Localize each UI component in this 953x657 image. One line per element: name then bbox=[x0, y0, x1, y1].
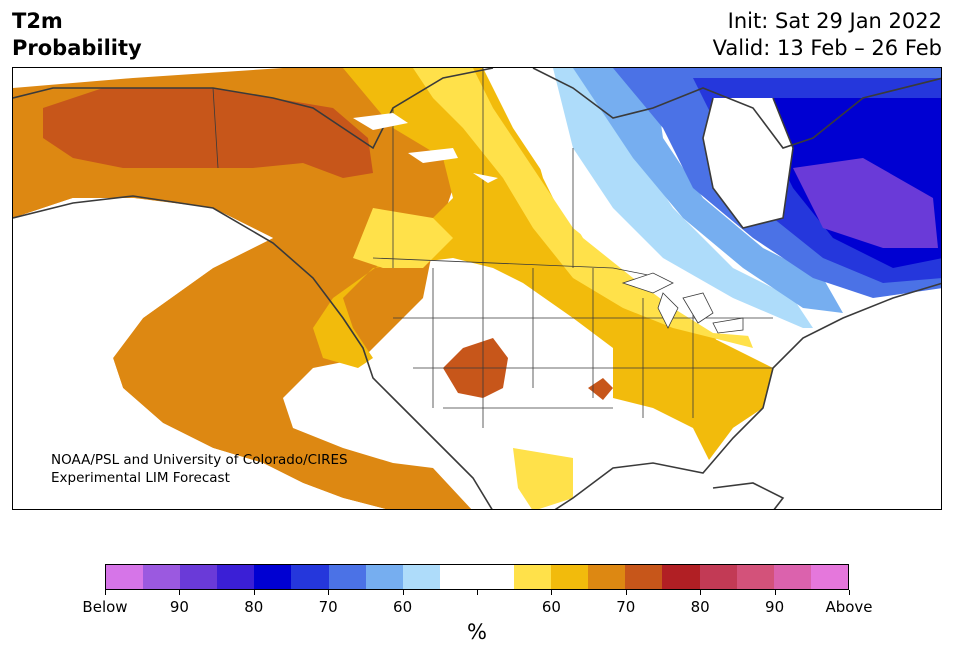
credit-line-organization: NOAA/PSL and University of Colorado/CIRE… bbox=[51, 452, 348, 468]
colorbar bbox=[105, 564, 849, 590]
colorbar-units: % bbox=[467, 620, 487, 644]
colorbar-segment bbox=[254, 565, 292, 589]
title-line-variable: T2m bbox=[12, 9, 63, 33]
political-borders bbox=[212, 68, 773, 428]
init-date: Init: Sat 29 Jan 2022 bbox=[727, 9, 942, 33]
chart-title: T2m Probability bbox=[12, 8, 142, 62]
colorbar-tick bbox=[477, 590, 478, 595]
map-svg bbox=[13, 68, 941, 509]
band-purple-90 bbox=[793, 158, 938, 248]
colorbar-segment bbox=[736, 565, 774, 589]
ocean-pacific bbox=[13, 198, 386, 509]
colorbar-tick bbox=[105, 590, 106, 595]
coastlines bbox=[13, 68, 941, 509]
colorbar-tick-label: Below bbox=[82, 598, 128, 616]
colorbar-segment bbox=[699, 565, 737, 589]
colorbar-segment bbox=[514, 565, 552, 589]
colorbar-tick-label: Above bbox=[825, 598, 873, 616]
map-credit: NOAA/PSL and University of Colorado/CIRE… bbox=[51, 451, 348, 487]
band-yellow-mexico bbox=[513, 448, 573, 509]
colorbar-segment bbox=[291, 565, 329, 589]
region-near-normal bbox=[483, 68, 803, 338]
colorbar-segment bbox=[217, 565, 255, 589]
land-orange-base bbox=[13, 68, 493, 509]
colorbar-tick-label: 70 bbox=[318, 598, 338, 616]
colorbar-segment bbox=[180, 565, 218, 589]
band-blue-70 bbox=[573, 68, 843, 313]
colorbar-segment bbox=[551, 565, 589, 589]
colorbar-tick-label: 90 bbox=[169, 598, 189, 616]
colorbar-segment bbox=[143, 565, 181, 589]
colorbar-segment bbox=[773, 565, 811, 589]
colorbar-tick-label: 80 bbox=[690, 598, 710, 616]
credit-line-model: Experimental LIM Forecast bbox=[51, 470, 230, 486]
region-texas-dark bbox=[588, 378, 613, 400]
canada-lakes bbox=[353, 113, 498, 183]
band-yellow-60 bbox=[413, 68, 753, 348]
colorbar-segment bbox=[439, 565, 477, 589]
valid-range: Valid: 13 Feb – 26 Feb bbox=[712, 36, 942, 60]
colorbar-segment bbox=[328, 565, 366, 589]
colorbar-tick-label: 60 bbox=[393, 598, 413, 616]
colorbar-tick bbox=[328, 590, 330, 595]
colorbar-tick-label: 70 bbox=[616, 598, 636, 616]
colorbar-tick-label: 80 bbox=[244, 598, 264, 616]
colorbar-tick bbox=[179, 590, 181, 595]
colorbar-tick-label: 60 bbox=[541, 598, 561, 616]
band-yellow-west bbox=[353, 208, 453, 268]
colorbar-segment bbox=[588, 565, 626, 589]
forecast-dates: Init: Sat 29 Jan 2022 Valid: 13 Feb – 26… bbox=[713, 8, 942, 62]
colorbar-tick-label: 90 bbox=[765, 598, 785, 616]
colorbar-segment bbox=[476, 565, 515, 589]
colorbar-tick bbox=[551, 590, 553, 595]
colorbar-segment bbox=[625, 565, 663, 589]
region-alaska-dark bbox=[43, 88, 373, 178]
colorbar-segment bbox=[365, 565, 403, 589]
colorbar-segment bbox=[106, 565, 144, 589]
colorbar-tick bbox=[625, 590, 627, 595]
colorbar-tick bbox=[774, 590, 776, 595]
colorbar-segment bbox=[402, 565, 440, 589]
region-hudson-bay bbox=[703, 98, 793, 228]
colorbar-segment bbox=[662, 565, 700, 589]
colorbar-tick bbox=[253, 590, 255, 595]
probability-map: NOAA/PSL and University of Colorado/CIRE… bbox=[12, 67, 942, 510]
band-blue-60 bbox=[543, 68, 813, 328]
colorbar-tick bbox=[849, 590, 850, 595]
colorbar-tick bbox=[402, 590, 404, 595]
colorbar-tick bbox=[700, 590, 702, 595]
great-lakes bbox=[621, 272, 744, 334]
title-line-quantity: Probability bbox=[12, 36, 142, 60]
colorbar-segment bbox=[810, 565, 848, 589]
